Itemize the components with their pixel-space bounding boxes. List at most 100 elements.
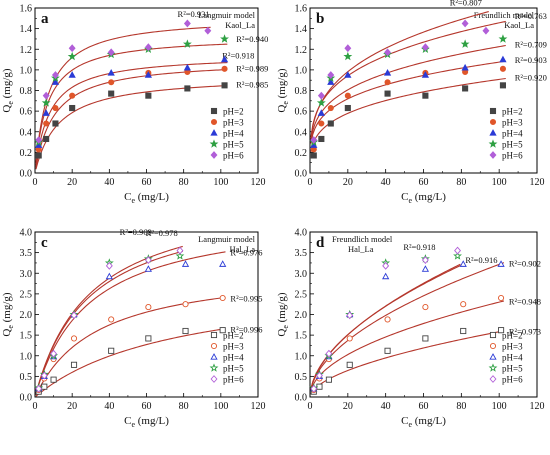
data-point-pH3 (145, 304, 152, 311)
data-point-pH2 (108, 90, 115, 97)
data-point-pH6 (42, 91, 50, 100)
data-point-pH6 (384, 48, 392, 57)
y-tick-label: 0.0 (20, 393, 33, 404)
r2-label: R²=0.903 (515, 55, 547, 65)
data-point-pH2 (50, 376, 57, 383)
legend-marker (489, 107, 497, 115)
data-point-pH4 (383, 69, 392, 76)
x-tick-label: 100 (492, 177, 507, 188)
data-point-pH4 (344, 71, 352, 78)
y-tick-label: 1.5 (20, 331, 33, 342)
data-point-pH4 (144, 265, 152, 272)
x-tick-label: 120 (530, 177, 545, 188)
data-point-pH6 (482, 26, 490, 35)
chart-panel-c: 0 20 40 60 80 100 120 0.0 0.5 1.0 1.5 2.0 2.5 3.0 3.5 4… (1, 227, 266, 429)
data-point-pH6 (183, 19, 191, 28)
data-point-pH4 (42, 109, 50, 116)
data-point-pH2 (219, 327, 226, 334)
x-tick-label: 40 (104, 401, 114, 412)
legend-marker (210, 331, 218, 339)
x-tick-label: 20 (343, 401, 353, 412)
data-point-pH2 (422, 335, 429, 342)
x-tick-label: 0 (33, 177, 38, 188)
legend-marker (489, 353, 497, 360)
y-tick-label: 1.5 (295, 331, 308, 342)
legend-label: pH=6 (502, 375, 523, 385)
x-tick-label: 20 (67, 401, 77, 412)
fit-curve-pH3 (35, 296, 226, 396)
data-point-pH4 (327, 78, 335, 85)
data-point-pH3 (422, 304, 429, 311)
data-point-pH4 (144, 71, 152, 78)
y-tick-label: 0.6 (20, 107, 33, 118)
y-tick-label: 0.5 (295, 372, 308, 383)
data-point-pH6 (310, 136, 318, 144)
data-point-pH2 (43, 135, 50, 143)
data-point-pH6 (107, 48, 115, 57)
data-point-pH4 (421, 71, 430, 78)
panel-letter: d (316, 235, 325, 251)
legend-marker (210, 151, 218, 159)
x-tick-label: 80 (179, 401, 189, 412)
legend-label: pH=4 (502, 353, 523, 363)
r2-label: R²=0.918 (403, 242, 435, 252)
data-point-pH5 (67, 51, 77, 61)
y-tick-label: 0.0 (295, 169, 308, 180)
y-tick-label: 2.5 (295, 289, 308, 300)
legend-marker (209, 363, 219, 372)
data-point-pH3 (70, 335, 78, 342)
legend-marker (210, 353, 218, 360)
x-tick-label: 60 (142, 177, 152, 188)
legend-label: pH=2 (502, 331, 523, 341)
data-point-pH6 (35, 136, 43, 144)
y-tick-label: 0.4 (295, 127, 308, 138)
r2-label: R²=0.763 (515, 11, 547, 21)
y-tick-label: 3.0 (295, 269, 308, 280)
data-point-pH5 (182, 39, 192, 48)
fit-curve-pH2 (35, 85, 228, 170)
panel-letter: c (41, 235, 48, 251)
legend-marker (210, 342, 218, 350)
data-point-pH4 (497, 260, 505, 267)
chart-panel-d: 0 20 40 60 80 100 120 0.0 0.5 1.0 1.5 2.0 2.5 3.0 3.5 4… (276, 228, 545, 430)
y-tick-label: 1.2 (295, 45, 308, 56)
legend-marker (489, 151, 497, 159)
y-tick-label: 1.6 (295, 4, 308, 15)
data-point-pH3 (384, 79, 391, 86)
x-tick-label: 20 (67, 177, 77, 188)
data-point-pH2 (327, 120, 334, 127)
legend-label: pH=6 (223, 151, 244, 161)
y-axis-title: Qe (mg/g) (276, 292, 290, 336)
r2-label: R²=0.948 (509, 297, 541, 307)
data-point-pH2 (346, 361, 353, 368)
legend-marker (210, 118, 218, 126)
legend-label: pH=5 (502, 364, 523, 374)
data-point-pH2 (460, 327, 467, 335)
legend-label: pH=4 (223, 353, 244, 363)
panel-letter: a (41, 11, 49, 27)
model-label: Freundlich model (332, 234, 393, 244)
x-tick-label: 60 (419, 177, 429, 188)
data-point-pH6 (144, 256, 152, 264)
data-point-pH2 (184, 85, 191, 92)
x-tick-label: 80 (179, 177, 189, 188)
data-point-pH3 (384, 316, 391, 323)
data-point-pH5 (460, 39, 470, 48)
legend-marker (488, 139, 498, 148)
data-point-pH4 (107, 69, 115, 76)
data-point-pH5 (453, 251, 462, 260)
y-axis-title: Qe (mg/g) (1, 292, 15, 336)
data-point-pH3 (219, 294, 226, 302)
model-label: Langmuir model (198, 10, 256, 20)
y-tick-label: 0.4 (20, 127, 33, 138)
model-label: Langmuir model (198, 234, 256, 244)
data-point-pH2 (310, 152, 317, 159)
x-tick-label: 0 (308, 401, 313, 412)
legend-label: pH=2 (223, 107, 244, 117)
legend-marker (209, 139, 219, 148)
data-point-pH6 (144, 43, 152, 52)
fit-curve-pH6 (310, 11, 489, 140)
data-point-pH2 (182, 327, 189, 335)
data-point-pH3 (460, 301, 467, 308)
x-tick-label: 0 (33, 401, 38, 412)
